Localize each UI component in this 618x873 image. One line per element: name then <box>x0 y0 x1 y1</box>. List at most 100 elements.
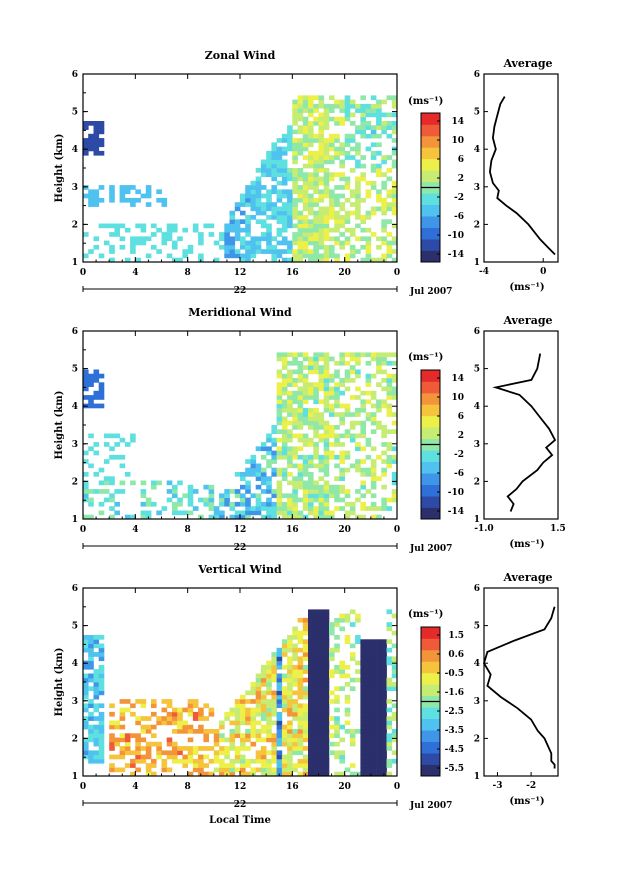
vertical-wind-cell <box>266 690 272 696</box>
vertical-wind-cell <box>83 664 89 670</box>
vertical-wind-cell <box>323 724 330 730</box>
vertical-wind-cell <box>119 750 126 756</box>
vertical-wind-cell <box>302 767 309 773</box>
meridional-wind-cell <box>376 352 382 358</box>
meridional-wind-cell <box>281 493 288 499</box>
vertical-wind-cell <box>376 707 382 713</box>
meridional-wind-cell <box>386 497 393 503</box>
zonal-wind-cell <box>260 185 267 190</box>
zonal-wind-cell <box>313 215 319 220</box>
vertical-wind-cell <box>349 643 356 649</box>
vertical-wind-cell <box>124 746 131 751</box>
zonal-wind-cell <box>287 172 293 177</box>
vertical-wind-cell <box>130 703 136 709</box>
vertical-wind-cell <box>88 716 94 721</box>
vertical-wind-cell <box>308 609 314 615</box>
vertical-wind-cell <box>287 647 293 653</box>
zonal-wind-cell <box>266 232 272 237</box>
zonal-wind-cell <box>287 223 293 229</box>
meridional-wind-cell <box>88 395 94 400</box>
zonal-wind-cell <box>360 129 366 135</box>
zonal-wind-cell <box>156 227 162 233</box>
zonal-wind-cell <box>172 227 178 233</box>
vertical-wind-cell <box>83 741 89 747</box>
vertical-wind-cell <box>234 754 241 760</box>
vertical-wind-cell <box>229 720 236 726</box>
zonal-wind-cell <box>313 138 319 143</box>
vertical-wind-cell <box>318 682 325 687</box>
vertical-wind-cell <box>234 750 241 756</box>
vertical-wind-cell <box>355 669 361 674</box>
zonal-wind-cell <box>83 232 89 237</box>
vertical-wind-ytick-label: 2 <box>72 734 78 744</box>
zonal-wind-cell <box>109 257 115 263</box>
zonal-wind-cell <box>391 240 398 246</box>
meridional-wind-cell <box>334 373 340 379</box>
vertical-wind-cell <box>302 733 309 738</box>
meridional-wind-cell <box>355 407 361 413</box>
zonal-wind-cell <box>266 236 272 242</box>
vertical-wind-cell <box>83 639 89 644</box>
zonal-wind-cell <box>98 125 105 130</box>
vertical-wind-cell <box>287 686 293 691</box>
vertical-wind-cell <box>302 763 309 768</box>
vertical-wind-cell <box>266 677 272 683</box>
vertical-wind-cell <box>135 720 141 726</box>
meridional-wind-cell <box>98 501 105 507</box>
meridional-wind-cell <box>313 386 319 392</box>
meridional-wind-xtick-label: 20 <box>338 525 351 535</box>
meridional-wind-cell <box>271 454 277 460</box>
zonal-wind-colorbar-swatch <box>421 113 440 125</box>
zonal-wind-cell <box>313 133 319 139</box>
meridional-wind-cell <box>365 352 372 358</box>
vertical-wind-cell <box>381 707 387 713</box>
vertical-wind-cell <box>240 699 246 704</box>
vertical-wind-cell <box>302 694 309 700</box>
meridional-wind-cell <box>302 407 309 413</box>
vertical-wind-cell <box>308 617 314 623</box>
meridional-wind-cell <box>287 399 293 405</box>
vertical-wind-cell <box>156 750 162 756</box>
meridional-wind-cell <box>318 416 325 422</box>
meridional-wind-average-ytick-label: 6 <box>474 327 480 337</box>
vertical-wind-cell <box>287 741 293 747</box>
vertical-wind-cell <box>323 626 330 632</box>
zonal-wind-cell <box>308 121 314 126</box>
meridional-wind-cell <box>177 497 183 503</box>
meridional-wind-cell <box>281 390 288 396</box>
meridional-wind-cell <box>213 510 220 516</box>
meridional-wind-cell <box>376 514 382 520</box>
zonal-wind-cell <box>135 223 141 229</box>
meridional-wind-cell <box>318 352 325 358</box>
zonal-wind-cell <box>266 168 272 173</box>
meridional-wind-cell <box>313 450 319 456</box>
zonal-wind-cell <box>276 232 283 237</box>
vertical-wind-cell <box>308 656 314 662</box>
zonal-wind-cell <box>308 180 314 186</box>
meridional-wind-cell <box>323 442 330 447</box>
vertical-wind-cell <box>119 746 126 751</box>
zonal-wind-cell <box>276 197 283 203</box>
vertical-wind-cell <box>98 729 105 734</box>
zonal-wind-cell <box>344 236 351 242</box>
vertical-wind-cell <box>313 626 319 632</box>
zonal-wind-cell <box>292 155 298 160</box>
meridional-wind-cell <box>318 514 325 520</box>
meridional-wind-cell <box>219 497 225 503</box>
zonal-wind-cell <box>365 249 372 254</box>
zonal-wind-cell <box>344 142 351 148</box>
meridional-wind-cell <box>302 467 309 473</box>
vertical-wind-cell <box>130 763 136 768</box>
meridional-wind-cell <box>302 489 309 494</box>
vertical-wind-cell <box>287 763 293 768</box>
zonal-wind-cell <box>276 227 283 233</box>
vertical-wind-cell <box>234 703 241 709</box>
vertical-wind-cell <box>229 711 236 717</box>
vertical-wind-cell <box>308 758 314 764</box>
zonal-wind-cell <box>365 240 372 246</box>
vertical-wind-cell <box>255 767 262 773</box>
zonal-wind-cell <box>349 244 356 250</box>
meridional-wind-cell <box>360 403 366 409</box>
zonal-wind-cell <box>349 232 356 237</box>
zonal-wind-cell <box>391 95 398 101</box>
